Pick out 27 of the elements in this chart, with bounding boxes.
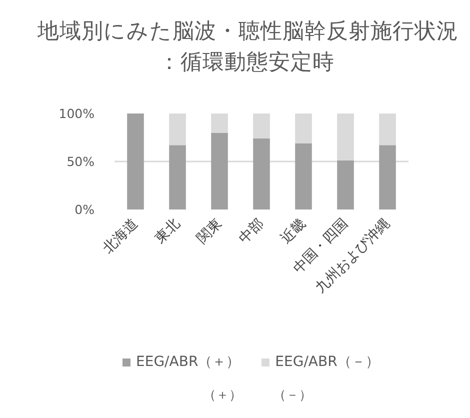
bar	[211, 114, 228, 133]
x-tick-label: 北海道	[100, 216, 142, 257]
x-tick-label: 関東	[194, 216, 226, 247]
bar	[337, 114, 354, 161]
chart-subtitle: ：循環動態安定時	[158, 50, 334, 75]
bar	[295, 143, 312, 210]
x-tick-label: 東北	[152, 216, 184, 247]
x-tick-label: 中部	[236, 216, 268, 247]
bar	[169, 145, 186, 210]
text: （＋）	[203, 388, 242, 403]
legend-label: EEG/ABR（＋）	[136, 353, 240, 371]
bar	[337, 160, 354, 210]
chart-title: 地域別にみた脳波・聴性脳幹反射施行状況	[36, 19, 458, 44]
bar	[127, 114, 144, 210]
y-tick-label: 0%	[74, 202, 95, 217]
bar	[253, 114, 270, 138]
bar	[211, 132, 228, 210]
bar	[295, 114, 312, 144]
y-tick-label: 50%	[66, 154, 95, 169]
bar	[169, 114, 186, 146]
x-tick-label: 近畿	[278, 216, 310, 247]
text: （－）	[273, 388, 312, 403]
y-tick-label: 100%	[58, 106, 95, 121]
bar	[379, 114, 396, 146]
legend-label: EEG/ABR（－）	[275, 353, 380, 371]
bar	[253, 138, 270, 210]
bar	[379, 145, 396, 210]
